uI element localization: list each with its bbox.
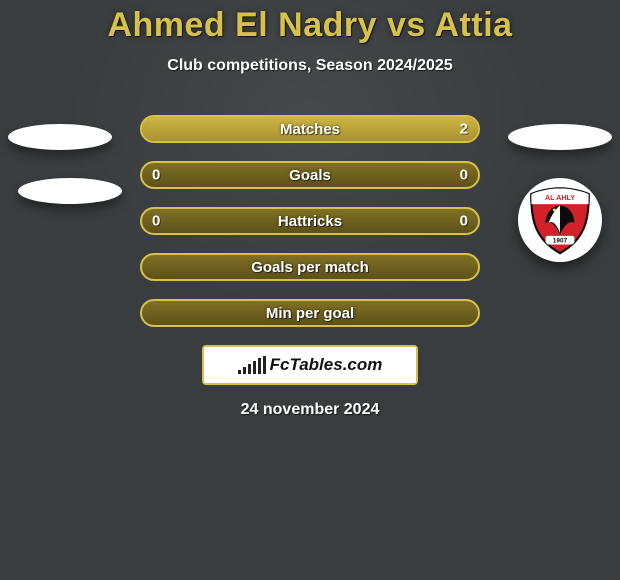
stat-right-value: 0 [460,167,468,184]
player-left-ellipse-2 [18,178,122,204]
badge-club-text: AL AHLY [545,193,575,202]
stat-label: Min per goal [266,305,354,322]
subtitle: Club competitions, Season 2024/2025 [0,57,620,75]
stat-right-value: 0 [460,213,468,230]
stat-row: 0 0 Hattricks [140,207,480,235]
stat-label: Matches [280,121,340,138]
brand-text: FcTables.com [270,355,383,375]
stat-row: Goals per match [140,253,480,281]
brand-bars-icon [238,356,266,374]
player-right-ellipse-1 [508,124,612,150]
stat-left-value: 0 [152,213,160,230]
brand-box[interactable]: FcTables.com [202,345,418,385]
footer-date: 24 november 2024 [0,401,620,419]
page-title: Ahmed El Nadry vs Attia [0,0,620,45]
stat-label: Goals per match [251,259,369,276]
stat-row: 2 Matches [140,115,480,143]
stat-right-value: 2 [460,121,468,138]
stat-row: Min per goal [140,299,480,327]
al-ahly-crest-icon: AL AHLY 1907 [524,184,596,256]
player-left-ellipse-1 [8,124,112,150]
club-badge: AL AHLY 1907 [518,178,602,262]
stat-label: Goals [289,167,331,184]
stat-row: 0 0 Goals [140,161,480,189]
stat-label: Hattricks [278,213,342,230]
badge-year-text: 1907 [553,237,568,244]
stat-left-value: 0 [152,167,160,184]
